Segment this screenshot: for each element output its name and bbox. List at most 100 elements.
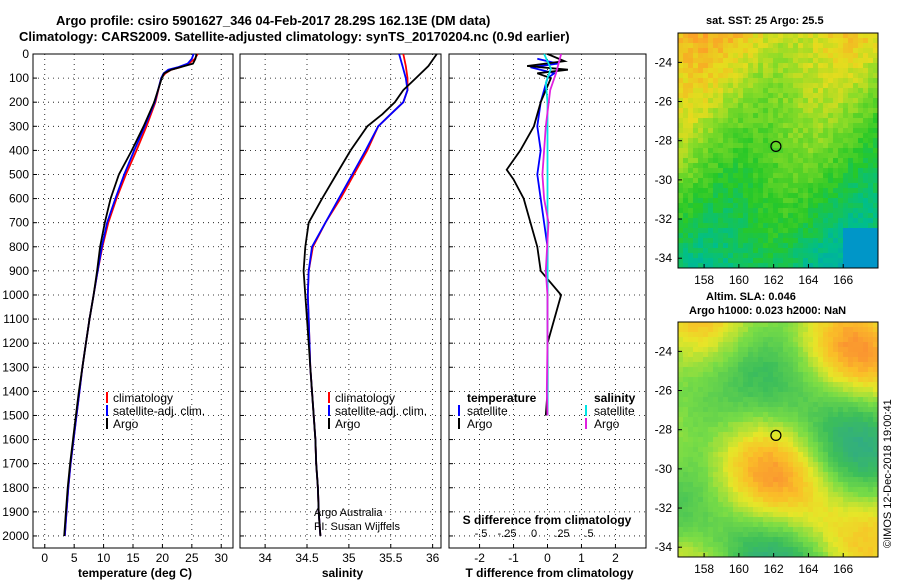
sla-map-pixel bbox=[803, 367, 808, 372]
sla-map-pixel bbox=[688, 412, 693, 417]
sst-map-pixel bbox=[763, 48, 768, 53]
sst-map-pixel bbox=[693, 188, 698, 193]
sla-map-pixel bbox=[753, 497, 758, 502]
sst-map-pixel bbox=[768, 78, 773, 83]
sla-map-pixel bbox=[703, 337, 708, 342]
sst-map-pixel bbox=[753, 153, 758, 158]
sst-map-pixel bbox=[858, 188, 863, 193]
sst-map-pixel bbox=[743, 153, 748, 158]
sst-map-pixel bbox=[733, 98, 738, 103]
sst-map-pixel bbox=[738, 208, 743, 213]
sla-map-pixel bbox=[738, 462, 743, 467]
sst-map-pixel bbox=[848, 108, 853, 113]
sla-map-pixel bbox=[838, 362, 843, 367]
sla-map-pixel bbox=[813, 462, 818, 467]
sla-map-pixel bbox=[853, 467, 858, 472]
sla-map-pixel bbox=[773, 467, 778, 472]
sla-map-pixel bbox=[853, 552, 858, 557]
sla-map-pixel bbox=[783, 392, 788, 397]
sst-map-pixel bbox=[788, 138, 793, 143]
sla-map-pixel bbox=[833, 407, 838, 412]
sla-map-pixel bbox=[858, 547, 863, 552]
sla-map-pixel bbox=[868, 542, 873, 547]
sst-map-pixel bbox=[678, 143, 683, 148]
sst-map-pixel bbox=[853, 203, 858, 208]
sst-map-pixel bbox=[868, 153, 873, 158]
sla-map-pixel bbox=[868, 532, 873, 537]
sla-map-pixel bbox=[788, 322, 793, 327]
sla-map-pixel bbox=[783, 367, 788, 372]
sst-map-pixel bbox=[733, 83, 738, 88]
sst-map-pixel bbox=[783, 173, 788, 178]
sla-map-pixel bbox=[733, 512, 738, 517]
sst-map-pixel bbox=[788, 38, 793, 43]
sla-map-pixel bbox=[788, 497, 793, 502]
sst-map-pixel bbox=[828, 113, 833, 118]
temperature-profile-xtick-label: 30 bbox=[215, 551, 229, 565]
sla-map-pixel bbox=[773, 407, 778, 412]
sst-map-pixel bbox=[743, 58, 748, 63]
sla-map-pixel bbox=[828, 432, 833, 437]
sla-map-pixel bbox=[683, 497, 688, 502]
sst-map-pixel bbox=[803, 188, 808, 193]
sst-map-pixel bbox=[743, 188, 748, 193]
sst-map-pixel bbox=[698, 73, 703, 78]
sst-map-pixel bbox=[773, 148, 778, 153]
sst-map-pixel bbox=[743, 228, 748, 233]
sst-map-pixel bbox=[768, 208, 773, 213]
sla-map-pixel bbox=[748, 362, 753, 367]
sla-map-pixel bbox=[713, 427, 718, 432]
sst-map-pixel bbox=[833, 53, 838, 58]
sla-map-pixel bbox=[758, 502, 763, 507]
sst-map-pixel bbox=[803, 198, 808, 203]
sst-map-pixel bbox=[853, 83, 858, 88]
sla-map-pixel bbox=[833, 427, 838, 432]
sla-map-pixel bbox=[808, 352, 813, 357]
sst-map-pixel bbox=[718, 198, 723, 203]
sla-map-pixel bbox=[798, 522, 803, 527]
sla-map-pixel bbox=[853, 532, 858, 537]
sst-map-pixel bbox=[783, 53, 788, 58]
sst-map-pixel bbox=[713, 223, 718, 228]
sla-map-pixel bbox=[708, 417, 713, 422]
sst-map-pixel bbox=[873, 233, 878, 238]
sla-map-pixel bbox=[768, 507, 773, 512]
sla-map-pixel bbox=[798, 412, 803, 417]
sst-map-pixel bbox=[798, 108, 803, 113]
sst-map-pixel bbox=[848, 238, 853, 243]
sst-map-pixel bbox=[678, 213, 683, 218]
sla-map-pixel bbox=[698, 327, 703, 332]
sst-map-pixel bbox=[763, 168, 768, 173]
sst-map-pixel bbox=[758, 243, 763, 248]
sst-map-pixel bbox=[823, 138, 828, 143]
sla-map-pixel bbox=[703, 392, 708, 397]
sst-map-pixel bbox=[868, 203, 873, 208]
sla-map-pixel bbox=[718, 497, 723, 502]
sla-map-pixel bbox=[778, 372, 783, 377]
sla-map-pixel bbox=[718, 432, 723, 437]
sla-map-pixel bbox=[683, 467, 688, 472]
sla-map-pixel bbox=[873, 387, 878, 392]
sst-map-pixel bbox=[693, 223, 698, 228]
sla-map-pixel bbox=[833, 322, 838, 327]
sla-map-pixel bbox=[758, 427, 763, 432]
temperature-profile-frame bbox=[32, 53, 234, 549]
sla-map-pixel bbox=[858, 367, 863, 372]
sla-map-pixel bbox=[733, 377, 738, 382]
sst-map-pixel bbox=[713, 183, 718, 188]
sla-map-image bbox=[678, 322, 878, 557]
sla-map-pixel bbox=[778, 472, 783, 477]
sst-map-pixel bbox=[718, 93, 723, 98]
sst-map-pixel bbox=[783, 228, 788, 233]
sst-map-pixel bbox=[798, 163, 803, 168]
sst-map-pixel bbox=[873, 198, 878, 203]
sst-map-pixel bbox=[768, 98, 773, 103]
sst-map-pixel bbox=[848, 183, 853, 188]
sla-map-pixel bbox=[843, 517, 848, 522]
sla-map-pixel bbox=[848, 462, 853, 467]
sst-map-pixel bbox=[853, 243, 858, 248]
sla-map-pixel bbox=[853, 412, 858, 417]
sla-map-pixel bbox=[758, 377, 763, 382]
sla-map-pixel bbox=[703, 502, 708, 507]
sst-map-pixel bbox=[748, 223, 753, 228]
